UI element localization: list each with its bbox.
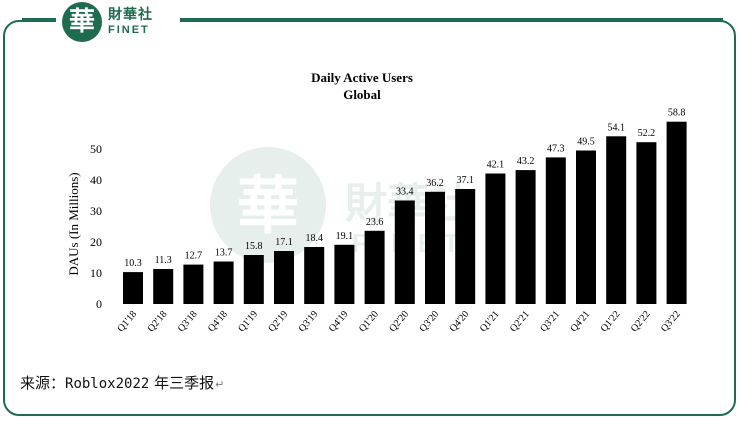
x-tick-label: Q1'22 xyxy=(599,309,623,334)
bar xyxy=(243,255,264,304)
bar xyxy=(515,170,536,304)
watermark-glyph: 華 xyxy=(237,169,299,242)
data-label: 52.2 xyxy=(638,128,656,139)
x-tick-label: Q3'22 xyxy=(659,309,683,334)
data-label: 10.3 xyxy=(124,258,142,269)
header-rule-left xyxy=(22,18,58,21)
data-label: 54.1 xyxy=(607,122,625,133)
x-tick-label: Q3'20 xyxy=(417,309,441,334)
watermark-logo-icon xyxy=(210,147,326,263)
brand-text: 財華社 FINET xyxy=(108,8,153,36)
y-tick-label: 10 xyxy=(90,266,102,280)
bar xyxy=(394,200,415,304)
x-tick-label: Q1'21 xyxy=(478,309,502,334)
y-tick-label: 50 xyxy=(90,142,102,156)
x-tick-label: Q2'18 xyxy=(146,309,170,334)
bar xyxy=(183,264,204,304)
source-name: Roblox2022 xyxy=(65,376,150,392)
x-tick-label: Q2'22 xyxy=(629,309,653,334)
x-tick-label: Q3'19 xyxy=(297,309,321,334)
data-labels: 10.3 11.3 12.7 13.7 15.8 17.1 18.4 19.1 23.6 33.4… xyxy=(124,108,685,269)
data-label: 36.2 xyxy=(426,178,444,189)
data-label: 33.4 xyxy=(396,187,414,198)
data-label: 23.6 xyxy=(366,217,384,228)
x-axis-ticks: Q1'18 Q2'18 Q3'18 Q4'18 Q1'19 Q2'19 Q3'19 Q4'19… xyxy=(115,309,682,334)
data-label: 37.1 xyxy=(456,175,474,186)
data-label: 47.3 xyxy=(547,143,565,154)
y-tick-label: 20 xyxy=(90,235,102,249)
bar xyxy=(364,230,385,304)
data-label: 12.7 xyxy=(185,251,203,262)
bar xyxy=(123,272,143,304)
bar xyxy=(213,261,234,304)
y-tick-label: 40 xyxy=(90,173,102,187)
y-tick-label: 30 xyxy=(90,204,102,218)
chart-title: Daily Active Users xyxy=(311,70,413,85)
bar xyxy=(545,157,566,304)
data-label: 42.1 xyxy=(487,160,505,171)
x-tick-label: Q2'20 xyxy=(387,309,411,334)
x-tick-label: Q4'20 xyxy=(448,309,472,334)
source-prefix: 来源： xyxy=(20,374,66,392)
source-suffix: 年三季报 xyxy=(149,374,215,392)
bar xyxy=(576,150,596,304)
data-label: 19.1 xyxy=(336,231,354,242)
x-tick-label: Q2'19 xyxy=(266,309,290,334)
bar xyxy=(334,244,355,304)
data-label: 17.1 xyxy=(275,237,293,248)
bar xyxy=(455,189,476,304)
data-label: 58.8 xyxy=(668,108,686,119)
brand-name-chinese: 財華社 xyxy=(108,7,153,23)
x-tick-label: Q4'21 xyxy=(568,309,592,334)
x-tick-label: Q4'19 xyxy=(327,309,351,334)
x-tick-label: Q3'21 xyxy=(538,309,562,334)
y-tick-label: 0 xyxy=(96,297,102,311)
bar xyxy=(606,136,627,304)
x-tick-label: Q2'21 xyxy=(508,309,532,334)
data-label: 18.4 xyxy=(305,233,323,244)
x-tick-label: Q1'19 xyxy=(236,309,260,334)
y-axis-label: DAUs (In Millions) xyxy=(66,172,81,275)
brand-name-english: FINET xyxy=(108,24,150,36)
bar xyxy=(485,173,506,304)
data-label: 49.5 xyxy=(577,137,595,148)
data-label: 13.7 xyxy=(215,248,233,259)
bar xyxy=(666,121,687,304)
bar xyxy=(274,251,294,304)
x-tick-label: Q4'18 xyxy=(206,309,230,334)
bar xyxy=(636,142,657,304)
bar xyxy=(304,247,325,304)
brand-logo: 華 財華社 FINET xyxy=(56,0,180,44)
source-note: 来源：Roblox2022 年三季报↵ xyxy=(20,372,224,393)
data-label: 11.3 xyxy=(155,255,172,266)
bar xyxy=(153,269,174,304)
y-axis-ticks: 0 10 20 30 40 50 xyxy=(90,142,102,311)
paragraph-mark-icon: ↵ xyxy=(215,378,225,391)
data-label: 43.2 xyxy=(517,156,535,167)
x-tick-label: Q3'18 xyxy=(176,309,200,334)
header-rule-right xyxy=(172,18,723,21)
bar xyxy=(425,191,445,304)
data-label: 15.8 xyxy=(245,241,263,252)
bar-series xyxy=(123,121,687,304)
finet-logo-icon: 華 xyxy=(62,2,102,42)
chart-subtitle: Global xyxy=(343,87,381,102)
x-tick-label: Q1'18 xyxy=(115,309,139,334)
x-tick-label: Q1'20 xyxy=(357,309,381,334)
